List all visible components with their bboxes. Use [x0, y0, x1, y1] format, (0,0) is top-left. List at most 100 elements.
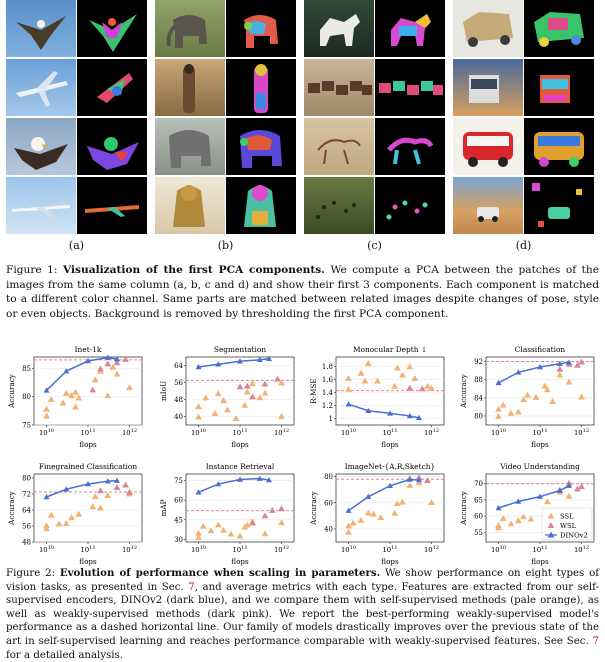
wsl-point: [249, 393, 256, 400]
section-link[interactable]: 7: [188, 581, 195, 593]
ssl-point: [195, 533, 202, 540]
pca-bald-eagle: [77, 118, 147, 175]
legend-label: WSL: [560, 522, 577, 530]
section-link[interactable]: 7: [592, 635, 599, 647]
ssl-point: [541, 382, 549, 389]
ssl-point: [578, 393, 585, 400]
ssl-point: [424, 382, 431, 389]
wsl-point: [261, 512, 269, 519]
panel-d: [453, 0, 594, 238]
dinov2-point: [104, 354, 111, 360]
photo-horse-drawing: [304, 118, 374, 175]
x-tick-exponent: 11: [541, 545, 547, 551]
wsl-point: [243, 382, 251, 389]
ssl-point: [256, 394, 264, 401]
panel-a: [6, 0, 147, 238]
dinov2-point: [43, 494, 50, 500]
x-tick-label: 1012: [122, 545, 137, 554]
plot-area: [185, 356, 295, 426]
caption-body-1: We show performance on eight types of vi…: [6, 568, 599, 593]
y-axis-label: Accuracy: [459, 373, 468, 409]
wsl-point: [418, 385, 426, 392]
photo-eagle-wings: [6, 0, 76, 57]
x-tick-exponent: 11: [391, 428, 397, 434]
pca-eagle-wings: [77, 0, 147, 57]
y-tick-label: 55: [474, 529, 483, 537]
ssl-point: [211, 409, 219, 416]
y-tick-label: 60: [474, 513, 483, 521]
photo-toy-jeep: [453, 0, 523, 57]
pca-elephant-zoo: [226, 118, 296, 175]
y-tick-label: 80: [324, 473, 333, 481]
pca-ganesha-statue: [226, 177, 296, 234]
photo-horses-field: [304, 177, 374, 234]
dinov2-point: [215, 481, 222, 487]
y-tick-label: 48: [174, 396, 183, 404]
chart-title: Inet-1k: [75, 345, 102, 354]
x-tick-label: 1010: [341, 545, 356, 554]
x-tick-exponent: 12: [283, 545, 289, 551]
photo-horse-herd: [304, 59, 374, 116]
x-tick-exponent: 10: [200, 428, 206, 434]
y-tick-label: 1.2: [322, 402, 333, 410]
ssl-point: [224, 406, 231, 413]
ssl-point: [391, 382, 399, 389]
wsl-point: [565, 479, 573, 486]
y-tick-label: 1.6: [322, 376, 334, 384]
chart-title: Classification: [515, 345, 566, 354]
ssl-point: [507, 409, 515, 416]
wsl-point: [113, 359, 121, 366]
ssl-point: [68, 392, 75, 399]
wsl-point: [236, 383, 244, 390]
pca-horse-drawing: [375, 118, 445, 175]
ssl-point: [393, 500, 401, 507]
x-tick-exponent: 12: [131, 428, 137, 434]
x-tick-exponent: 12: [283, 428, 289, 434]
ssl-point: [278, 379, 285, 386]
ssl-point: [62, 520, 70, 526]
ssl-point: [214, 521, 222, 528]
y-tick-label: 65: [474, 496, 483, 504]
wsl-point: [574, 485, 581, 492]
dinov2-point: [345, 401, 352, 407]
pca-airplane-sky: [77, 59, 147, 116]
ssl-point: [349, 519, 357, 526]
legend-marker: [547, 531, 555, 538]
legend-marker: [547, 512, 555, 519]
ssl-point: [428, 384, 435, 391]
y-tick-label: 84: [474, 394, 483, 402]
ssl-point: [520, 513, 527, 520]
figure-1: (a) (b) (c) (d): [6, 0, 600, 252]
ssl-point: [377, 514, 385, 520]
x-axis-label: flops: [79, 440, 97, 449]
ssl-point: [278, 412, 285, 419]
x-tick-exponent: 11: [241, 428, 247, 434]
legend-label: DINOv2: [560, 532, 588, 540]
wsl-point: [268, 506, 276, 513]
dinov2-point: [85, 357, 91, 364]
ssl-point: [243, 388, 251, 395]
ssl-point: [207, 527, 215, 534]
chart-6: Instance Retrieval 30 45 60 75 1010 1011 1012 fl…: [158, 460, 298, 576]
y-tick-label: 30: [174, 536, 183, 544]
ssl-point: [59, 399, 67, 406]
ssl-point: [195, 413, 202, 420]
ssl-point: [524, 391, 531, 398]
caption-body-3: for a detailed analysis.: [6, 649, 124, 661]
y-tick-label: 88: [474, 376, 483, 384]
x-tick-label: 1011: [382, 545, 397, 554]
chart-4: Classification 80 84 88 92 1010 1011 1012 flops A…: [458, 343, 598, 459]
wsl-point: [113, 484, 121, 491]
ssl-point: [241, 401, 249, 408]
photo-car-desert: [453, 177, 523, 234]
dinov2-point: [537, 363, 543, 370]
dinov2-point: [365, 407, 372, 414]
ssl-point: [91, 376, 99, 383]
pca-toy-jeep: [524, 0, 594, 57]
x-tick-exponent: 12: [583, 545, 589, 551]
chart-7: ImageNet-{A,R,Sketch} 40 60 80 1010 1011 1012 f…: [308, 460, 448, 576]
wsl-point: [261, 380, 269, 387]
